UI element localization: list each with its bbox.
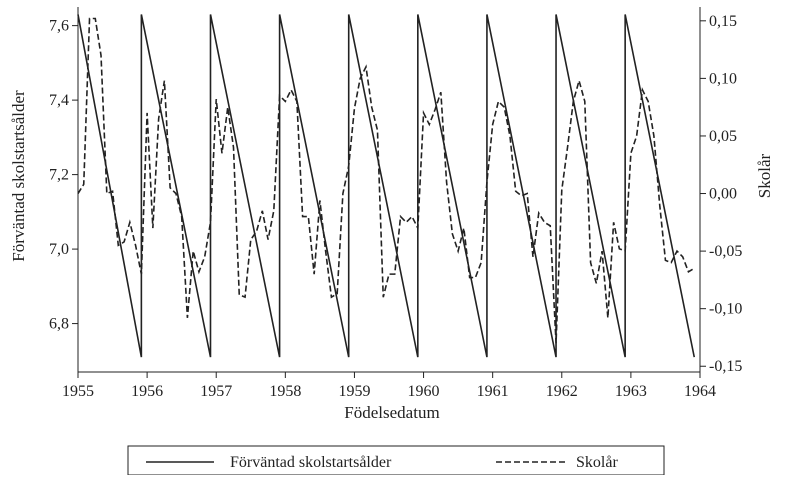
y-axis-right-title: Skolår <box>755 153 774 198</box>
y-right-tick-label: 0,15 <box>709 13 737 30</box>
x-tick-label: 1956 <box>131 383 163 400</box>
y-left-tick-label: 7,4 <box>49 92 69 109</box>
x-tick-label: 1961 <box>477 383 509 400</box>
y-axis-left-title: Förväntad skolstartsålder <box>9 90 28 262</box>
x-tick-label: 1959 <box>338 383 370 400</box>
series-line-2 <box>77 17 695 344</box>
y-left-tick-label: 7,6 <box>49 18 69 35</box>
x-tick-label: 1962 <box>546 383 578 400</box>
y-right-tick-label: 0,00 <box>709 186 737 203</box>
x-tick-label: 1957 <box>200 383 232 400</box>
y-left-tick-label: 6,8 <box>49 316 69 333</box>
y-axis-left: 6,8 7,0 7,2 7,4 7,6 <box>49 18 78 333</box>
x-axis: 1955 1956 1957 1958 1959 1960 1961 1962 1963 1964 <box>62 372 716 400</box>
legend: Förväntad skolstartsålder Skolår <box>127 445 665 476</box>
x-tick-label: 1963 <box>615 383 647 400</box>
legend-label-series-1: Förväntad skolstartsålder <box>230 454 392 471</box>
series-line-1 <box>77 14 696 358</box>
series-layer <box>77 14 696 358</box>
y-left-tick-label: 7,2 <box>49 167 69 184</box>
x-tick-label: 1960 <box>408 383 440 400</box>
y-axis-right: -0,15 -0,10 -0,05 0,00 0,05 0,10 0,15 <box>700 13 742 375</box>
x-tick-label: 1955 <box>62 383 94 400</box>
x-axis-title: Födelsedatum <box>344 403 439 422</box>
legend-label-series-2: Skolår <box>576 454 618 471</box>
y-right-tick-label: -0,10 <box>709 301 742 318</box>
plot-frame <box>77 7 701 373</box>
x-tick-label: 1958 <box>269 383 301 400</box>
y-right-tick-label: 0,10 <box>709 70 737 87</box>
y-right-tick-label: -0,15 <box>709 358 742 375</box>
y-left-tick-label: 7,0 <box>49 241 69 258</box>
y-right-tick-label: -0,05 <box>709 243 742 260</box>
y-right-tick-label: 0,05 <box>709 128 737 145</box>
x-tick-label: 1964 <box>684 383 716 400</box>
